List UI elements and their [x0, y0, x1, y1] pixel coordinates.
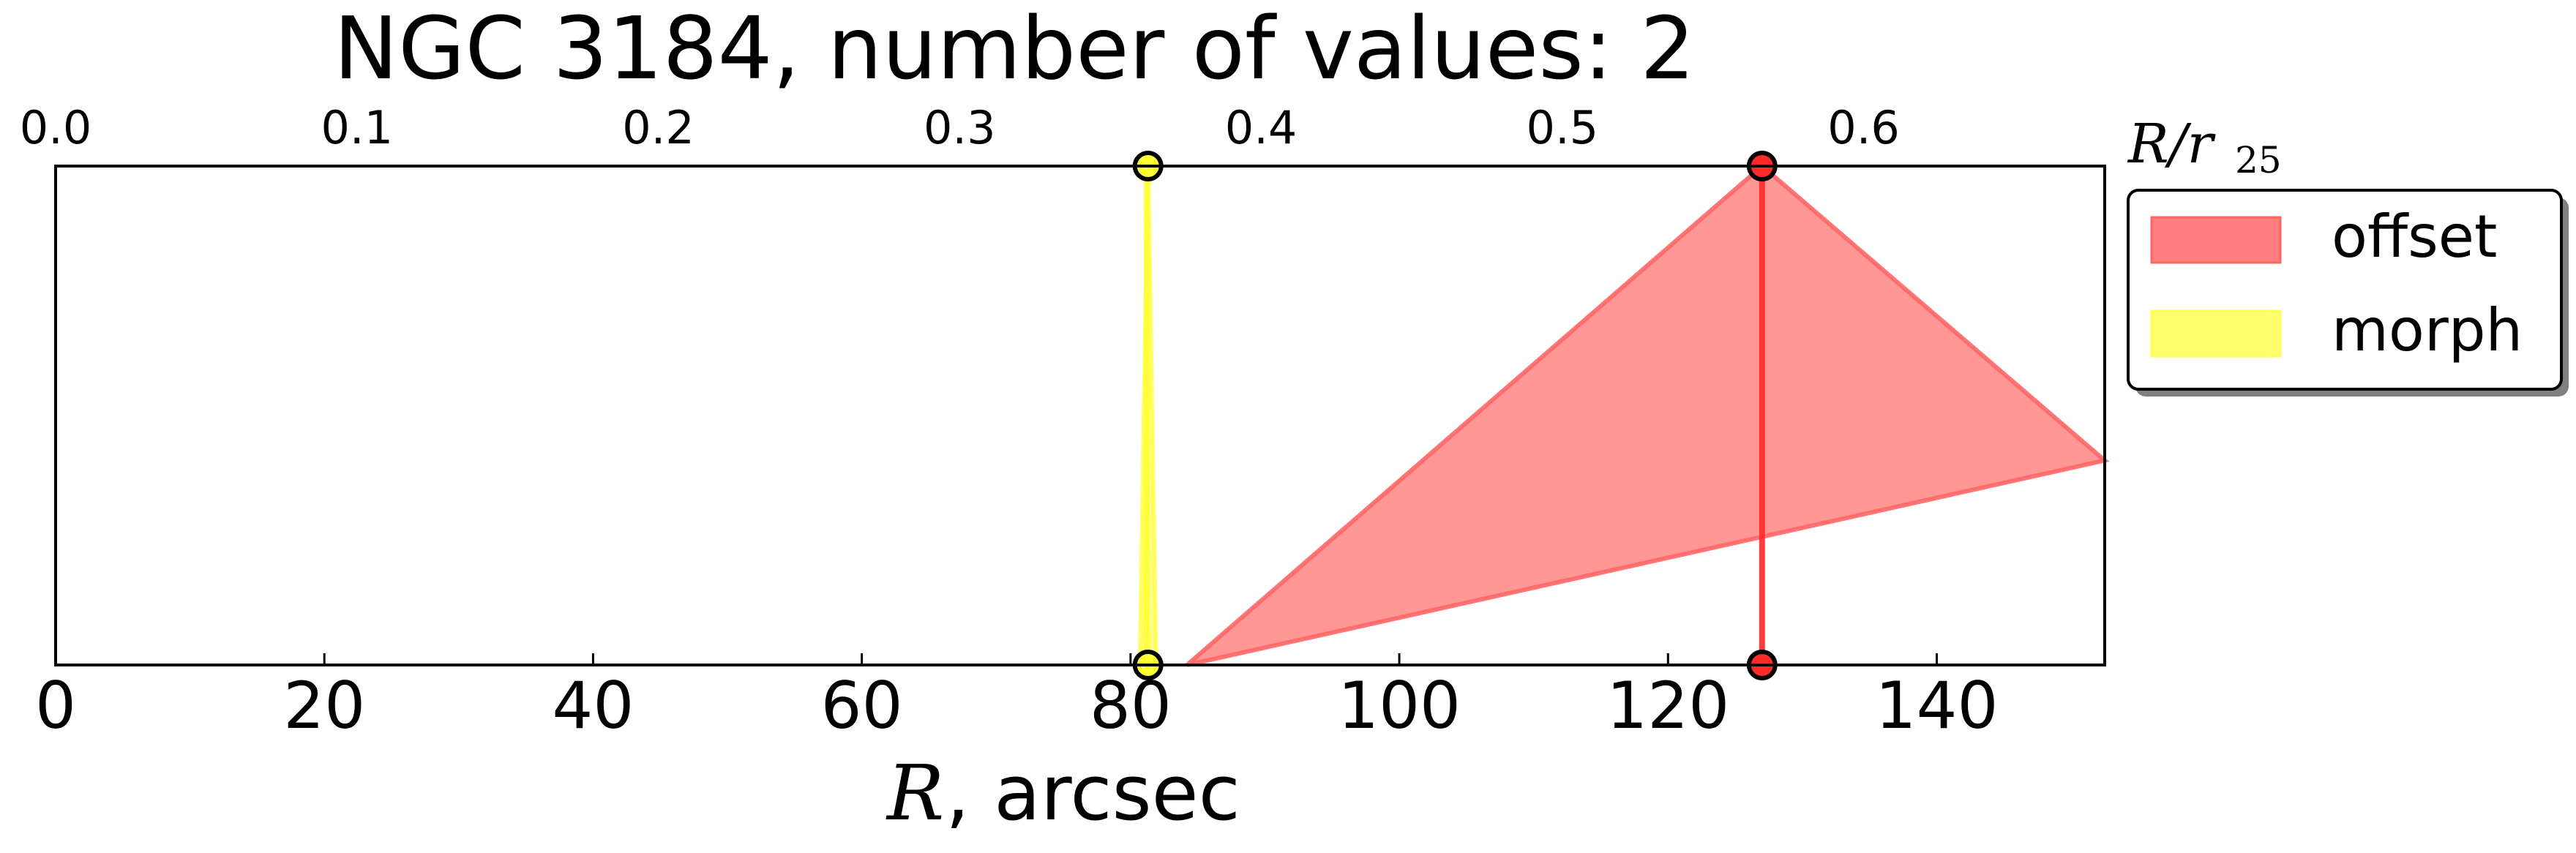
chart-title: NGC 3184, number of values: 2 [334, 0, 1695, 99]
x-axis-label-var: R [886, 748, 944, 838]
top-axis-ticks: 0.0 0.1 0.2 0.3 0.4 0.5 0.6 [20, 101, 1900, 178]
top-axis-label: R/r 25 [2127, 113, 2282, 181]
series-area-offset [1186, 163, 2110, 667]
plot-frame [54, 165, 2106, 666]
x-axis-label: R , arcsec [886, 748, 1240, 838]
x-tick-label: 20 [283, 668, 365, 743]
x-axis-label-text: , arcsec [946, 748, 1240, 838]
top-axis-label-sub: 25 [2235, 139, 2282, 181]
x-tick-label: 120 [1606, 668, 1729, 743]
top-tick-label: 0.3 [924, 101, 996, 154]
bottom-axis-ticks: 0 20 40 60 80 100 120 140 [35, 653, 1998, 743]
legend-swatch-morph [2150, 309, 2282, 358]
x-tick-label: 100 [1338, 668, 1461, 743]
legend-label-morph: morph [2332, 296, 2523, 364]
top-tick-label: 0.4 [1225, 101, 1298, 154]
x-tick-label: 80 [1090, 668, 1172, 743]
top-tick-label: 0.6 [1827, 101, 1900, 154]
plot-area [54, 151, 2110, 680]
legend: offset morph [2127, 189, 2569, 397]
legend-swatch-offset [2150, 216, 2282, 264]
top-axis-label-main: R/r [2127, 113, 2217, 176]
top-tick-label: 0.0 [20, 101, 92, 154]
x-tick-label: 0 [35, 668, 76, 743]
legend-items: offset morph [2150, 203, 2523, 364]
top-tick-label: 0.5 [1527, 101, 1599, 154]
x-tick-label: 60 [821, 668, 903, 743]
x-tick-label: 140 [1876, 668, 1999, 743]
x-tick-label: 40 [552, 668, 634, 743]
top-tick-label: 0.1 [321, 101, 393, 154]
legend-label-offset: offset [2332, 203, 2497, 271]
top-tick-label: 0.2 [622, 101, 694, 154]
